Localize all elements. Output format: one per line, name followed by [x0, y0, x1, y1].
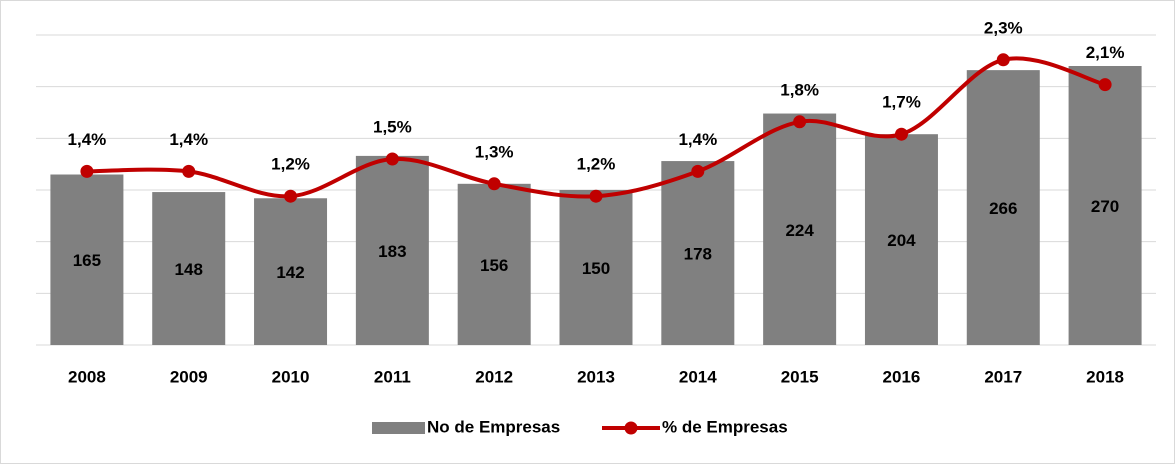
x-tick-label: 2018 — [1086, 367, 1124, 386]
line-value-label: 1,7% — [882, 93, 921, 112]
line-point — [589, 189, 603, 203]
x-tick-label: 2014 — [679, 367, 717, 386]
line-value-label: 1,5% — [373, 117, 412, 136]
bar — [864, 134, 938, 345]
bar-value-label: 183 — [378, 242, 406, 261]
x-tick-label: 2013 — [577, 367, 615, 386]
line-point — [691, 164, 705, 178]
legend-swatch — [372, 422, 425, 434]
bar-value-label: 270 — [1091, 197, 1119, 216]
bar — [50, 174, 124, 345]
bar-value-label: 165 — [73, 251, 101, 270]
x-tick-label: 2015 — [781, 367, 819, 386]
bar — [254, 198, 328, 345]
line-point — [284, 189, 298, 203]
bar — [457, 183, 531, 345]
line-value-label: 1,4% — [169, 130, 208, 149]
legend-swatch-point — [624, 421, 638, 435]
line-value-label: 1,8% — [780, 80, 819, 99]
x-tick-label: 2008 — [68, 367, 106, 386]
bar-value-label: 178 — [684, 245, 712, 264]
line-value-label: 1,2% — [271, 155, 310, 174]
line-point — [894, 127, 908, 141]
bar — [763, 113, 837, 346]
line-point — [487, 177, 501, 191]
bar-value-label: 156 — [480, 256, 508, 275]
bar — [152, 192, 226, 345]
bar — [559, 190, 633, 345]
line-value-label: 1,4% — [68, 130, 107, 149]
x-tick-label: 2011 — [374, 367, 411, 386]
line-point — [793, 115, 807, 129]
bar-value-label: 142 — [276, 263, 304, 282]
line-value-label: 2,1% — [1086, 43, 1125, 62]
line-point — [80, 164, 94, 178]
line-point — [385, 152, 399, 166]
line-value-label: 1,2% — [577, 155, 616, 174]
bar — [355, 155, 429, 345]
line-point — [996, 53, 1010, 67]
x-tick-label: 2010 — [272, 367, 310, 386]
x-tick-label: 2017 — [984, 367, 1022, 386]
line-point — [1098, 78, 1112, 92]
bar-value-label: 148 — [175, 260, 203, 279]
line-value-label: 1,4% — [678, 130, 717, 149]
x-tick-label: 2012 — [475, 367, 513, 386]
legend-label: % de Empresas — [662, 417, 788, 436]
x-tick-label: 2016 — [883, 367, 921, 386]
bar — [966, 70, 1040, 345]
legend-label: No de Empresas — [427, 417, 560, 436]
x-tick-label: 2009 — [170, 367, 208, 386]
line-value-label: 2,3% — [984, 18, 1023, 37]
bar-value-label: 266 — [989, 199, 1017, 218]
bar-value-label: 150 — [582, 259, 610, 278]
line-value-label: 1,3% — [475, 142, 514, 161]
bar — [661, 161, 735, 345]
line-point — [182, 164, 196, 178]
bar-value-label: 204 — [887, 231, 916, 250]
bar — [1068, 66, 1142, 345]
bar-value-label: 224 — [785, 221, 814, 240]
